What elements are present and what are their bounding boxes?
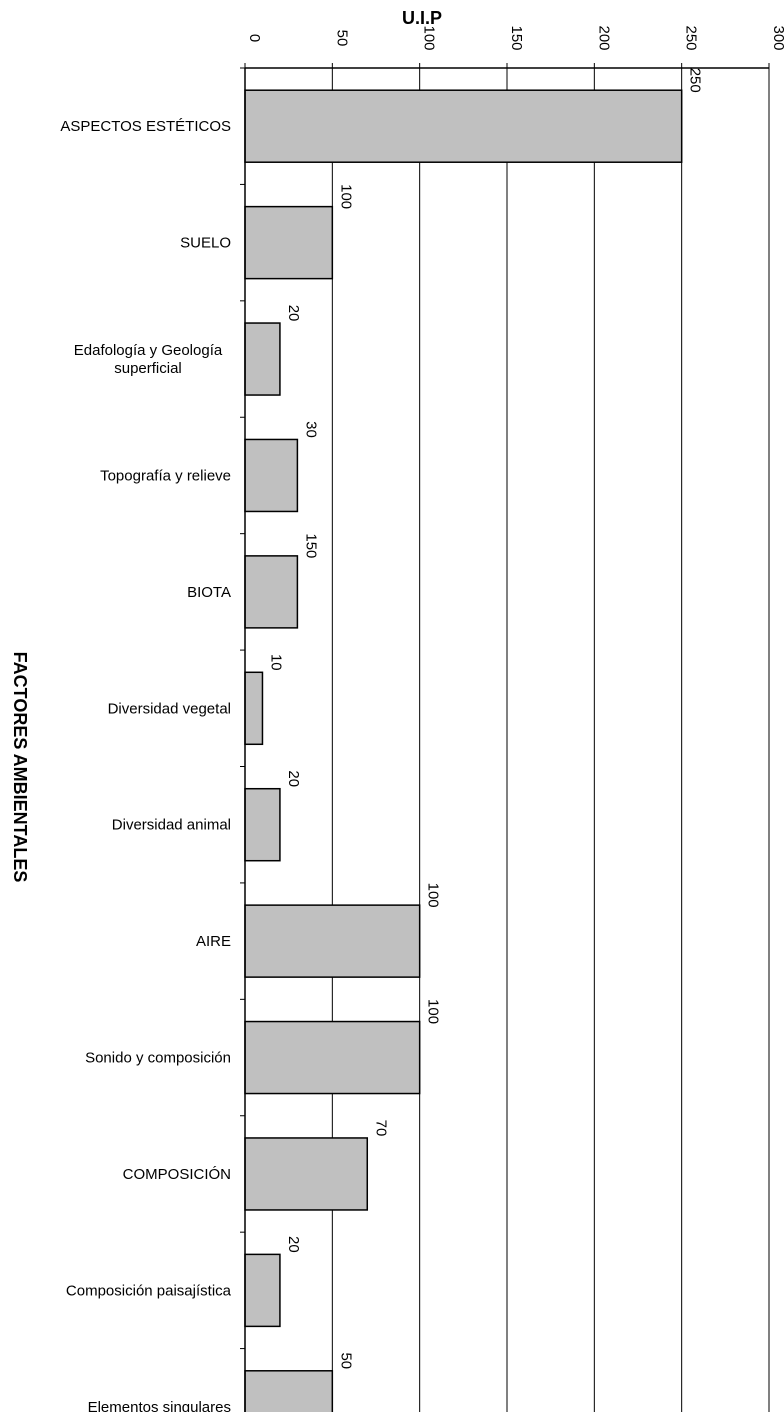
category-label: Diversidad animal [112, 817, 231, 834]
x-tick-label: 250 [683, 25, 700, 50]
bar [244, 904, 421, 978]
chart-title: U.I.P [402, 8, 442, 28]
x-tick-label: 150 [508, 25, 525, 50]
data-label: 30 [302, 421, 319, 438]
bar [244, 671, 264, 746]
category-label: Diversidad vegetal [108, 700, 231, 717]
x-tick-label: 0 [246, 34, 263, 42]
bar [244, 787, 281, 862]
category-label: COMPOSICIÓN [123, 1166, 231, 1183]
data-label: 100 [425, 999, 442, 1024]
category-label: Topografía y relieve [100, 467, 231, 484]
gridlines [331, 68, 770, 1412]
data-label: 50 [337, 1352, 354, 1369]
data-labels: 250 100 20 30 150 10 20 100 100 70 20 50 [267, 68, 703, 1369]
data-label: 150 [302, 533, 319, 558]
tick-labels: 0 50 100 150 200 250 300 [246, 25, 784, 50]
data-label: 250 [687, 68, 704, 93]
category-label: Edafología y Geología superficial [74, 342, 223, 377]
bar [244, 1253, 281, 1328]
axes [240, 63, 770, 1412]
bar [244, 205, 334, 280]
bar [244, 89, 683, 163]
category-label: Elementos singulares [88, 1399, 231, 1412]
bar [244, 1137, 369, 1211]
data-label: 100 [425, 883, 442, 908]
category-label: SUELO [180, 235, 231, 252]
x-tick-label: 50 [333, 30, 350, 47]
x-tick-label: 100 [421, 25, 438, 50]
category-label: Composición paisajística [66, 1282, 232, 1299]
data-label: 20 [285, 1236, 302, 1253]
category-labels: ASPECTOS ESTÉTICOS SUELO Edafología y Geol… [60, 118, 231, 1412]
category-label: BIOTA [187, 584, 231, 601]
category-label: AIRE [196, 933, 231, 950]
data-label: 20 [285, 305, 302, 322]
bar [244, 322, 281, 396]
y-axis-label: FACTORES AMBIENTALES [10, 652, 30, 883]
bar [244, 1020, 421, 1095]
data-label: 70 [372, 1120, 389, 1137]
bar [244, 438, 299, 513]
x-tick-label: 300 [770, 25, 784, 50]
category-label: Sonido y composición [85, 1050, 231, 1067]
data-label: 20 [285, 770, 302, 787]
bar [244, 555, 299, 629]
data-label: 100 [337, 184, 354, 209]
bars [244, 89, 683, 1412]
data-label: 10 [267, 654, 284, 671]
bar [244, 1370, 334, 1412]
category-label: ASPECTOS ESTÉTICOS [60, 118, 231, 135]
x-tick-label: 200 [595, 25, 612, 50]
